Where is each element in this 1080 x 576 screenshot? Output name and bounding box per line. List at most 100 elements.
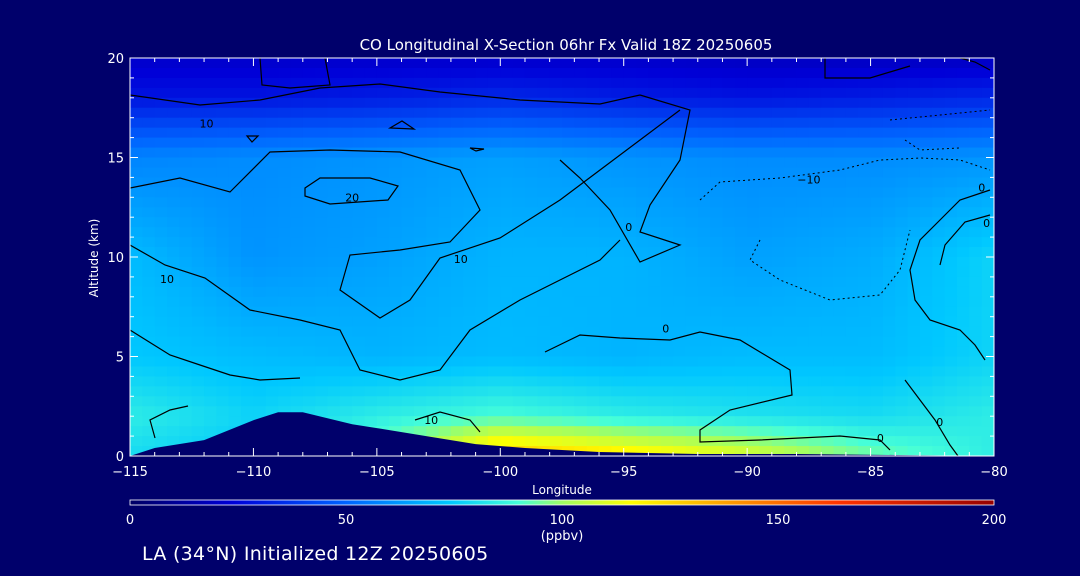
- field-cell: [450, 366, 464, 377]
- field-cell: [216, 157, 230, 169]
- field-cell: [599, 157, 612, 169]
- field-cell: [475, 316, 489, 328]
- field-cell: [475, 266, 489, 278]
- y-tick-label: 10: [107, 251, 124, 266]
- field-cell: [315, 286, 329, 298]
- field-cell: [413, 346, 427, 358]
- field-cell: [512, 227, 526, 238]
- field-cell: [574, 386, 588, 397]
- field-cell: [500, 197, 514, 208]
- field-cell: [759, 217, 773, 228]
- field-cell: [858, 247, 872, 258]
- field-cell: [611, 197, 625, 208]
- field-cell: [932, 247, 946, 258]
- field-cell: [228, 237, 242, 248]
- field-cell: [697, 117, 711, 129]
- field-cell: [167, 376, 180, 387]
- field-cell: [537, 326, 551, 338]
- field-cell: [241, 416, 255, 427]
- field-cell: [438, 376, 452, 387]
- field-cell: [179, 157, 193, 169]
- field-cell: [327, 177, 341, 188]
- field-cell: [919, 306, 933, 318]
- field-cell: [710, 356, 724, 368]
- field-cell: [130, 346, 143, 358]
- field-cell: [956, 87, 970, 99]
- field-cell: [216, 227, 230, 238]
- field-cell: [685, 376, 699, 387]
- field-cell: [265, 336, 279, 348]
- field-cell: [919, 257, 933, 268]
- field-cell: [808, 237, 822, 248]
- field-cell: [167, 117, 180, 129]
- field-cell: [845, 346, 859, 358]
- field-cell: [685, 167, 699, 178]
- field-cell: [981, 446, 994, 456]
- field-cell: [167, 316, 180, 328]
- field-cell: [685, 147, 699, 159]
- field-cell: [845, 87, 859, 99]
- field-cell: [278, 316, 292, 328]
- field-cell: [882, 396, 896, 407]
- field-cell: [278, 167, 292, 178]
- field-cell: [771, 426, 785, 437]
- field-cell: [870, 137, 884, 149]
- field-cell: [771, 227, 785, 238]
- field-cell: [636, 147, 649, 159]
- field-cell: [944, 346, 958, 358]
- x-tick-label: −90: [733, 465, 760, 480]
- field-cell: [623, 157, 637, 169]
- field-cell: [265, 396, 279, 407]
- field-cell: [376, 137, 390, 149]
- field-cell: [919, 207, 933, 218]
- field-cell: [130, 306, 143, 318]
- field-cell: [636, 286, 649, 298]
- field-cell: [648, 346, 662, 358]
- field-cell: [389, 296, 403, 308]
- field-cell: [413, 396, 427, 407]
- field-cell: [487, 247, 501, 258]
- field-cell: [537, 426, 551, 437]
- field-cell: [167, 396, 180, 407]
- field-cell: [759, 296, 773, 308]
- field-cell: [833, 217, 847, 228]
- field-cell: [376, 386, 390, 397]
- field-cell: [562, 117, 575, 129]
- field-cell: [685, 386, 699, 397]
- chart-title: CO Longitudinal X-Section 06hr Fx Valid …: [360, 36, 773, 54]
- field-cell: [290, 386, 304, 397]
- field-cell: [426, 167, 440, 178]
- field-cell: [759, 137, 773, 149]
- field-cell: [660, 276, 674, 288]
- field-cell: [475, 227, 489, 238]
- field-cell: [130, 296, 143, 308]
- field-cell: [734, 296, 748, 308]
- field-cell: [870, 147, 884, 159]
- field-cell: [376, 117, 390, 129]
- field-cell: [784, 406, 798, 417]
- field-cell: [475, 147, 489, 159]
- field-cell: [290, 67, 304, 79]
- field-cell: [228, 87, 242, 99]
- field-cell: [315, 107, 329, 119]
- field-cell: [747, 346, 761, 358]
- field-cell: [747, 197, 761, 208]
- field-cell: [265, 306, 279, 318]
- field-cell: [376, 77, 390, 89]
- field-cell: [969, 217, 983, 228]
- field-cell: [586, 366, 600, 377]
- field-cell: [685, 296, 699, 308]
- field-cell: [241, 127, 255, 139]
- field-cell: [241, 356, 255, 368]
- field-cell: [611, 276, 625, 288]
- field-cell: [487, 77, 501, 89]
- field-cell: [302, 217, 316, 228]
- field-cell: [142, 147, 156, 159]
- field-cell: [697, 257, 711, 268]
- field-cell: [574, 376, 588, 387]
- field-cell: [130, 137, 143, 149]
- field-cell: [364, 177, 378, 188]
- field-cell: [956, 306, 970, 318]
- field-cell: [154, 77, 168, 89]
- field-cell: [204, 187, 217, 198]
